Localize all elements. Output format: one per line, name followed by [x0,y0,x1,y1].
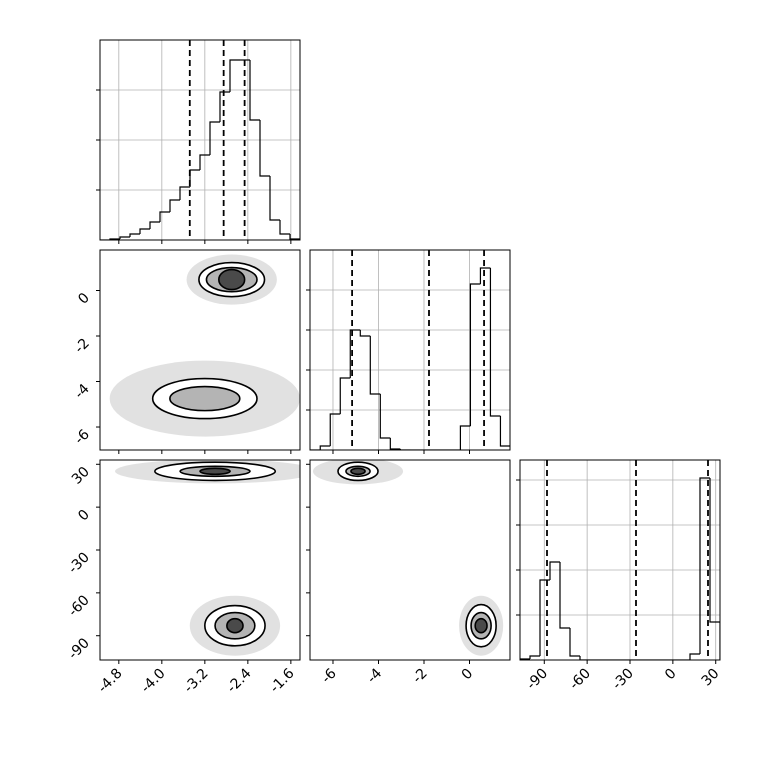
hist-bin [459,425,471,450]
x-tick-label: 0 [662,666,680,684]
panel [115,460,300,656]
hist-bin [469,283,481,426]
density-contour [218,268,246,291]
y-tick-label: 0 [75,507,93,525]
hist-bin [359,330,371,337]
density-contour [199,467,231,476]
x-tick-label: -6 [319,665,340,686]
hist-bin [189,169,200,187]
y-tick-label: -4 [72,381,93,402]
y-tick-label: -30 [65,550,92,577]
y-tick-label: 30 [69,464,93,488]
hist-bin [259,120,270,177]
y-tick-label: -90 [65,635,92,662]
x-tick-label: -4.0 [138,666,169,697]
hist-bin [529,655,540,659]
hist-bin [199,154,210,170]
hist-bin [369,336,381,395]
hist-bin [559,562,570,629]
hist-bin [689,653,700,660]
panel [310,250,510,450]
hist-bin [520,658,530,660]
hist-bin [329,413,341,446]
panel-frame [99,39,301,241]
hist-bin [269,176,280,221]
hist-bin [479,267,491,284]
x-tick-label: -2.4 [224,665,255,696]
hist-bin [379,394,391,439]
hist-bin [129,233,140,237]
y-tick-label: -60 [65,592,92,619]
hist-bin [389,438,401,450]
hist-bin [699,477,710,654]
panel [312,460,504,656]
x-tick-label: -90 [524,666,551,693]
hist-bin [169,199,180,212]
hist-bin [159,211,170,222]
panel-frame [99,249,301,451]
x-tick-label: 0 [459,666,477,684]
density-contour [169,385,241,412]
hist-bin [249,60,260,121]
hist-bin [319,445,331,450]
hist-bin [579,656,590,660]
hist-bin [289,234,300,240]
hist-bin [219,91,230,122]
panel-frame [309,459,511,661]
x-tick-label: -2 [410,666,431,687]
x-tick-label: -60 [566,666,593,693]
panel [100,40,300,240]
hist-bin [539,579,550,656]
hist-bin [499,416,510,450]
hist-bin [279,220,290,235]
x-tick-label: -4 [364,665,385,686]
hist-bin [119,236,130,239]
x-tick-label: -1.6 [267,665,298,696]
panel [520,460,720,660]
hist-bin [139,228,150,234]
density-contour [226,617,244,634]
x-tick-label: -4.8 [95,666,126,697]
x-tick-label: 30 [699,666,723,690]
hist-bin [339,377,351,414]
hist-bin [229,59,240,92]
hist-bin [149,221,160,229]
panel-frame [309,249,511,451]
hist-bin [489,268,501,417]
panel-frame [99,459,301,661]
hist-bin [399,449,411,450]
x-tick-label: -30 [609,666,636,693]
hist-bin [179,186,190,200]
panel-frame [519,459,721,661]
hist-bin [209,121,220,155]
density-contour [474,617,488,634]
panel [109,254,300,437]
hist-bin [549,561,560,580]
y-tick-label: -2 [72,336,93,357]
x-tick-label: -3.2 [181,666,212,697]
y-tick-label: 0 [75,290,93,308]
hist-bin [569,628,580,657]
hist-bin [349,329,361,378]
hist-bin [709,478,720,660]
density-contour [350,467,366,476]
y-tick-label: -6 [72,426,93,447]
